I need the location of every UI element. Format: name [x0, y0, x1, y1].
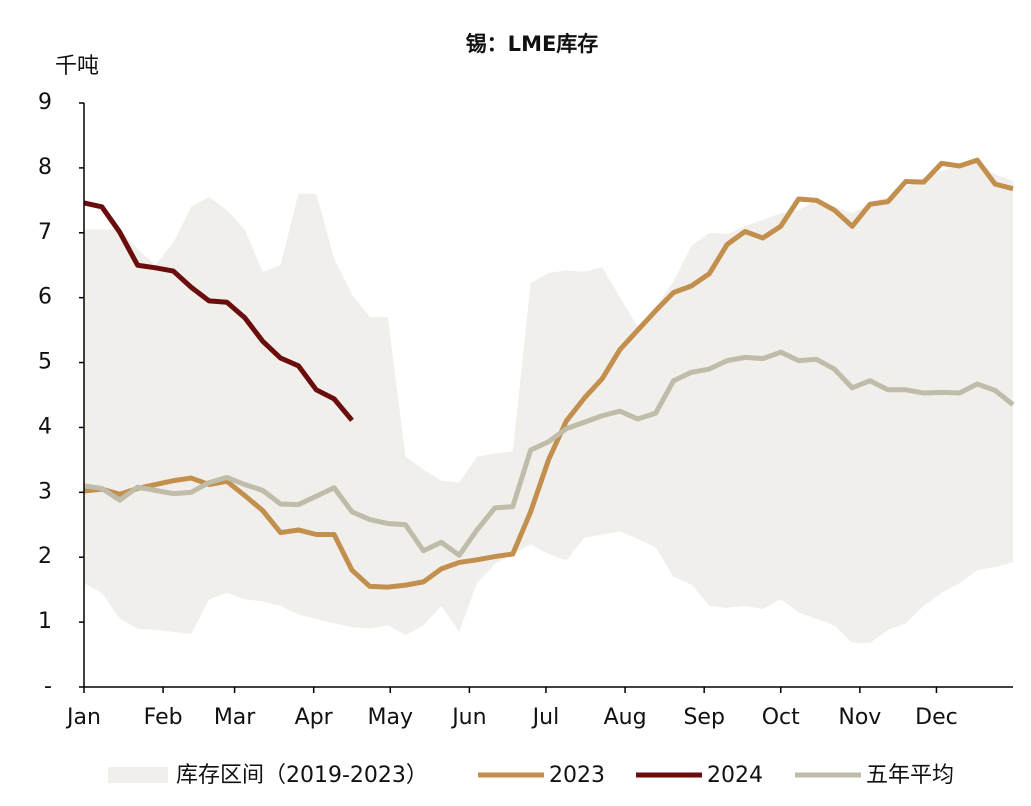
legend-label: 2023 — [549, 763, 605, 788]
y-tick-label: 8 — [38, 155, 52, 180]
series-line — [83, 349, 1015, 558]
x-tick-label: Oct — [762, 705, 800, 730]
x-tick-label: Sep — [683, 705, 724, 730]
range-band — [84, 161, 1013, 643]
x-tick-label: Feb — [144, 705, 183, 730]
y-tick-label: 6 — [38, 285, 52, 310]
y-tick-label: 3 — [38, 479, 52, 504]
x-tick-label: Jun — [450, 705, 486, 730]
x-tick-label: Apr — [295, 705, 334, 730]
legend-swatch — [108, 767, 168, 783]
y-tick-label: 7 — [38, 220, 52, 245]
legend-label: 五年平均 — [866, 763, 954, 788]
x-tick-label: Jul — [531, 705, 560, 730]
y-axis-label: 千吨 — [55, 54, 99, 79]
legend-label: 2024 — [707, 763, 763, 788]
y-tick-label: 9 — [38, 90, 52, 115]
x-tick-label: May — [368, 705, 413, 730]
y-tick-label: - — [44, 674, 52, 699]
y-tick-label: 1 — [38, 609, 52, 634]
legend-label: 库存区间（2019-2023） — [176, 763, 428, 788]
chart-title: 锡：LME库存 — [466, 32, 599, 56]
y-tick-label: 2 — [38, 544, 52, 569]
series-line — [83, 200, 354, 422]
x-tick-label: Jan — [65, 705, 101, 730]
series-line — [83, 157, 1014, 590]
x-tick-label: Nov — [838, 705, 881, 730]
y-tick-label: 4 — [38, 414, 52, 439]
x-tick-label: Dec — [915, 705, 958, 730]
y-tick-label: 5 — [38, 350, 52, 375]
x-tick-label: Mar — [214, 705, 256, 730]
x-tick-label: Aug — [604, 705, 647, 730]
